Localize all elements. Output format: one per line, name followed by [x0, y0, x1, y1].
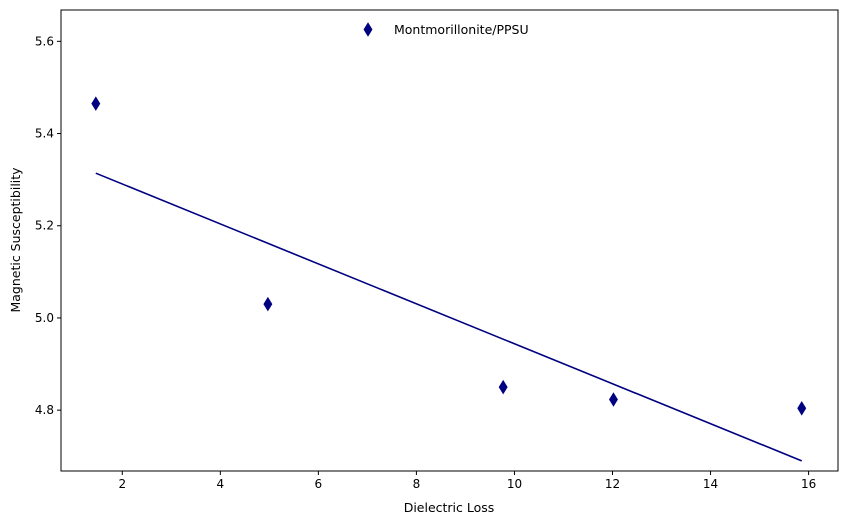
trend-line [95, 172, 803, 462]
x-axis-label: Dielectric Loss [404, 500, 495, 515]
y-tick-label: 5.4 [35, 127, 54, 141]
data-point [263, 296, 273, 312]
x-tick-label: 4 [217, 477, 225, 491]
y-tick-label: 5.6 [35, 34, 54, 48]
y-tick-label: 5.0 [35, 311, 54, 325]
legend: Montmorillonite/PPSU [363, 22, 529, 37]
x-tick-label: 10 [507, 477, 522, 491]
x-tick-label: 8 [413, 477, 421, 491]
data-point [498, 379, 508, 395]
y-tick-label: 5.2 [35, 219, 54, 233]
y-axis-ticks: 4.8 5.0 5.2 5.4 5.6 [35, 34, 61, 417]
x-tick-label: 16 [801, 477, 816, 491]
series-layer [91, 96, 807, 462]
x-axis-ticks: 2 4 6 8 10 12 14 16 [118, 471, 816, 491]
y-axis-label: Magnetic Susceptibility [8, 167, 23, 313]
legend-label: Montmorillonite/PPSU [394, 22, 529, 37]
x-tick-label: 12 [605, 477, 620, 491]
data-point [91, 96, 101, 111]
plot-area [60, 9, 839, 472]
data-point [609, 392, 618, 407]
legend-marker-diamond [363, 22, 373, 37]
y-tick-label: 4.8 [35, 403, 54, 417]
x-tick-label: 2 [118, 477, 126, 491]
data-point [797, 401, 807, 416]
x-tick-label: 6 [315, 477, 323, 491]
axes-frame [60, 9, 839, 472]
x-tick-label: 14 [703, 477, 718, 491]
